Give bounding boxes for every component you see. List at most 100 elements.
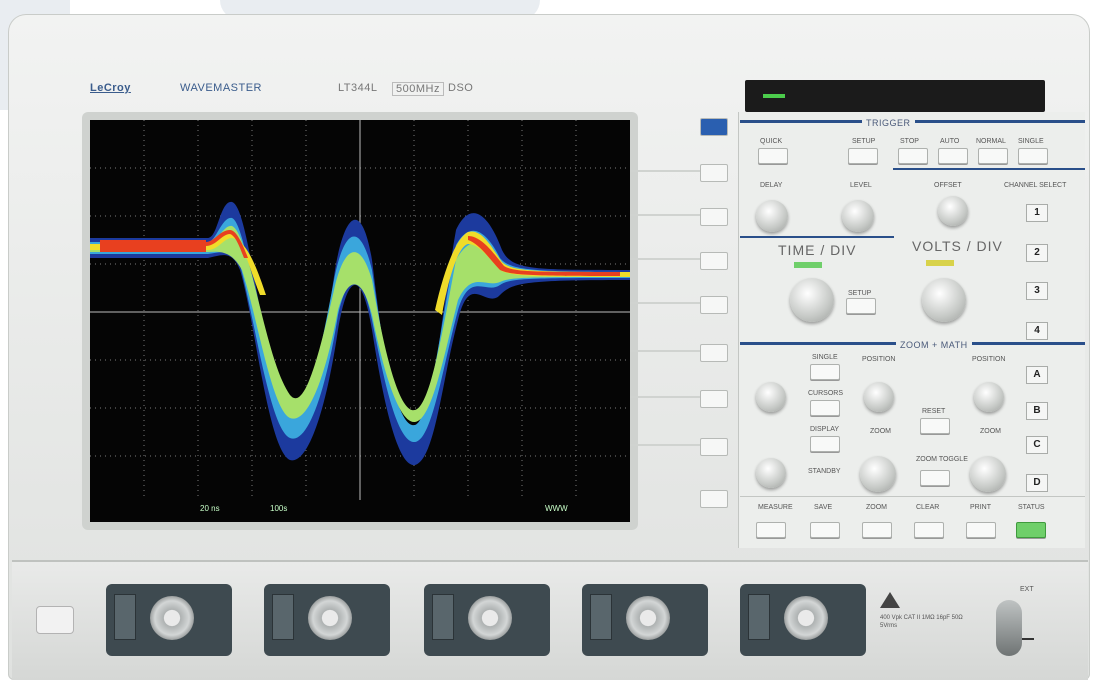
- volts-indicator-led: [926, 260, 954, 266]
- setup-label: SETUP: [852, 138, 876, 145]
- print-label: PRINT: [970, 504, 991, 511]
- floppy-drive-slot: [745, 80, 1045, 112]
- trigger-section-label: TRIGGER: [862, 118, 915, 128]
- cursors-label: CURSORS: [808, 390, 844, 397]
- volts-div-label: VOLTS / DIV: [912, 238, 1003, 254]
- status-timebase: 20 ns: [200, 504, 220, 513]
- status-channel: WWW: [545, 504, 568, 513]
- zoom-scale-knob[interactable]: [860, 456, 896, 492]
- softkey-3[interactable]: [700, 252, 728, 270]
- softkey-return[interactable]: [700, 490, 728, 508]
- offset-knob[interactable]: [938, 196, 968, 226]
- power-led-button[interactable]: [700, 118, 728, 136]
- external-trigger-input[interactable]: EXT: [990, 586, 1034, 662]
- input-warning-label: 400 Vpk CAT II 1MΩ 16pF 50Ω 5Vrms: [880, 592, 980, 652]
- display-button[interactable]: [810, 436, 840, 452]
- delay-knob[interactable]: [756, 200, 788, 232]
- bnc-connector-3[interactable]: [468, 596, 512, 640]
- zoom-bottom-button[interactable]: [862, 522, 892, 538]
- math-c-button[interactable]: C: [1026, 436, 1048, 454]
- bnc-connector-5[interactable]: [784, 596, 828, 640]
- bottom-row-divider: [740, 496, 1085, 497]
- reset-label: RESET: [922, 408, 946, 415]
- cursors-button[interactable]: [810, 400, 840, 416]
- math-a-button[interactable]: A: [1026, 366, 1048, 384]
- trigger-auto-button[interactable]: [938, 148, 968, 164]
- clear-label: CLEAR: [916, 504, 940, 511]
- timebase-section-line: [740, 236, 894, 238]
- trigger-single-label: SINGLE: [1018, 138, 1044, 145]
- waveform-red-core-right: [468, 236, 620, 276]
- model-tag-bandwidth: 500MHz: [392, 82, 444, 96]
- zoom-toggle-label: ZOOM TOGGLE: [916, 456, 968, 463]
- bnc-connector-1[interactable]: [150, 596, 194, 640]
- input-channel-2: [264, 584, 390, 656]
- channel-3-button[interactable]: 3: [1026, 282, 1048, 300]
- channel-2-button[interactable]: 2: [1026, 244, 1048, 262]
- setup-button[interactable]: [848, 148, 878, 164]
- setup-channel-button[interactable]: [846, 298, 876, 314]
- softkey-4[interactable]: [700, 296, 728, 314]
- status-label: STATUS: [1018, 504, 1045, 511]
- channel-4-button[interactable]: 4: [1026, 322, 1048, 340]
- quick-setup-label: QUICK: [760, 138, 783, 145]
- bnc-connector-4[interactable]: [626, 596, 670, 640]
- softkey-2[interactable]: [700, 208, 728, 226]
- save-label: SAVE: [814, 504, 833, 511]
- probe-interface-1: [114, 594, 136, 640]
- input-channel-1: [106, 584, 232, 656]
- time-div-knob[interactable]: [790, 278, 834, 322]
- trigger-level-divider: [893, 168, 1085, 170]
- print-button[interactable]: [966, 522, 996, 538]
- softkey-6[interactable]: [700, 390, 728, 408]
- single-button[interactable]: [810, 364, 840, 380]
- cursor-knob-lower[interactable]: [756, 458, 786, 488]
- volts-div-knob[interactable]: [922, 278, 966, 322]
- zoom-position-knob[interactable]: [864, 382, 894, 412]
- softkey-line-5: [630, 350, 700, 352]
- cursor-knob-upper[interactable]: [756, 382, 786, 412]
- waveform-red-core-left: [100, 240, 206, 252]
- brand-bar: LeCroy WAVEMASTER LT344L 500MHz DSO: [20, 72, 700, 106]
- channel-1-button[interactable]: 1: [1026, 204, 1048, 222]
- setup-channel-label: SETUP: [848, 290, 872, 297]
- trigger-stop-label: STOP: [900, 138, 919, 145]
- clear-button[interactable]: [914, 522, 944, 538]
- math-position-knob[interactable]: [974, 382, 1004, 412]
- softkey-line-7: [630, 444, 700, 446]
- level-label: LEVEL: [850, 182, 872, 189]
- trigger-single-button[interactable]: [1018, 148, 1048, 164]
- softkey-line-6: [630, 396, 700, 398]
- trigger-normal-button[interactable]: [978, 148, 1008, 164]
- probe-interface-3: [432, 594, 454, 640]
- probe-interface-4: [590, 594, 612, 640]
- position-label-right: POSITION: [972, 356, 1006, 363]
- softkey-line-1: [630, 170, 700, 172]
- trigger-auto-label: AUTO: [940, 138, 960, 145]
- trigger-stop-button[interactable]: [898, 148, 928, 164]
- drive-activity-led: [763, 94, 785, 98]
- time-div-label: TIME / DIV: [778, 242, 857, 258]
- power-switch-icon[interactable]: [36, 606, 74, 634]
- quick-setup-button[interactable]: [758, 148, 788, 164]
- softkey-5[interactable]: [700, 344, 728, 362]
- softkey-7[interactable]: [700, 438, 728, 456]
- math-d-button[interactable]: D: [1026, 474, 1048, 492]
- level-knob[interactable]: [842, 200, 874, 232]
- bnc-connector-2[interactable]: [308, 596, 352, 640]
- math-scale-knob[interactable]: [970, 456, 1006, 492]
- math-b-button[interactable]: B: [1026, 402, 1048, 420]
- delay-label: DELAY: [760, 182, 783, 189]
- measure-label: MEASURE: [758, 504, 793, 511]
- probe-interface-5: [748, 594, 770, 640]
- ground-symbol-icon: [1022, 638, 1034, 654]
- save-button[interactable]: [810, 522, 840, 538]
- measure-button[interactable]: [756, 522, 786, 538]
- zoom-toggle-button[interactable]: [920, 470, 950, 486]
- reset-button[interactable]: [920, 418, 950, 434]
- softkey-line-2: [630, 214, 700, 216]
- status-button[interactable]: [1016, 522, 1046, 538]
- ext-bnc-connector[interactable]: [996, 600, 1022, 656]
- display-label: DISPLAY: [810, 426, 840, 433]
- softkey-1[interactable]: [700, 164, 728, 182]
